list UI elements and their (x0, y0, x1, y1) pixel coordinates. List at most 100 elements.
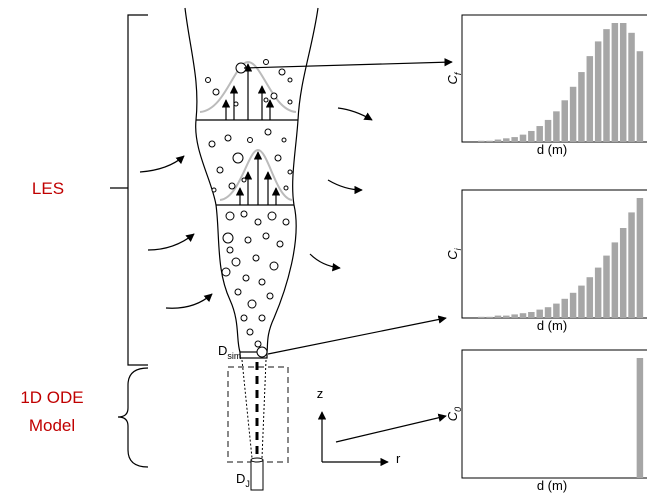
bubble (277, 241, 283, 247)
y-axis-label: 0 (453, 407, 463, 412)
bubble (283, 219, 289, 225)
ode-brace (118, 368, 148, 467)
bubble (213, 89, 219, 95)
bubble (206, 78, 211, 83)
z-label: z (317, 386, 324, 401)
bar (486, 141, 493, 142)
bubble (212, 188, 216, 192)
bar (570, 87, 577, 142)
y-axis-label: Ci (445, 247, 463, 259)
bubble (247, 329, 253, 335)
bubble (245, 237, 251, 243)
bubble (234, 102, 238, 106)
d-sim-label: sim (227, 351, 241, 361)
bubble (233, 153, 243, 163)
bar (520, 135, 527, 142)
bar (503, 316, 510, 318)
bar (595, 41, 602, 142)
bubble (243, 275, 249, 281)
bubble (271, 93, 277, 99)
bar (620, 23, 627, 142)
ode-label: Model (29, 416, 75, 435)
x-axis-label: d (m) (537, 142, 567, 157)
d-j-label: D (236, 471, 245, 486)
nozzle (251, 460, 263, 490)
bar (595, 268, 602, 318)
bubble (222, 268, 230, 276)
bubble (209, 141, 215, 147)
bubble (268, 212, 276, 220)
ode-label: 1D ODE (20, 388, 83, 407)
bar (511, 137, 518, 142)
bar (587, 277, 594, 318)
bubble (248, 300, 256, 308)
bubble (241, 315, 247, 321)
les-bracket (110, 15, 148, 365)
bar (495, 140, 502, 142)
bar (545, 307, 552, 318)
bar (603, 256, 610, 318)
d-sim-label: D (218, 343, 227, 358)
bubble (264, 60, 269, 65)
bubble (288, 100, 292, 104)
chart-frame (462, 350, 647, 478)
chart-frame (462, 190, 647, 318)
bubble (282, 138, 286, 142)
bar (603, 29, 610, 142)
bubble (270, 262, 278, 270)
bar (536, 310, 543, 318)
d-j-label: J (245, 479, 250, 489)
bubble (288, 78, 292, 82)
bubble (255, 219, 261, 225)
bubble (253, 255, 259, 261)
bar (628, 33, 635, 142)
bar (620, 228, 627, 318)
bar (553, 111, 560, 142)
bar (637, 198, 644, 318)
bar (612, 242, 619, 318)
figure: LES 1D ODE Model Dsim DJ z r Cfd (m)Cid … (0, 0, 647, 495)
bubble (259, 315, 265, 321)
bubble (235, 289, 241, 295)
pointer-arrows (244, 62, 452, 442)
bubble (288, 170, 292, 174)
bubble (223, 233, 233, 243)
bubble (264, 98, 268, 102)
bar (528, 131, 535, 142)
d-j-label: DJ (236, 471, 250, 489)
bar (478, 317, 485, 318)
x-axis-label: d (m) (537, 318, 567, 333)
bubble (241, 211, 247, 217)
bar (578, 286, 585, 318)
bubble (267, 293, 273, 299)
bubble (225, 135, 231, 141)
ode-cone (242, 360, 266, 458)
bar (562, 100, 569, 142)
bar (587, 56, 594, 142)
bubble (265, 129, 271, 135)
bubble (217, 167, 223, 173)
nozzle (251, 458, 263, 462)
bubble (229, 183, 235, 189)
bar (511, 314, 518, 318)
bar (570, 293, 577, 318)
d-sim-label: Dsim (218, 343, 241, 361)
bubble (255, 341, 261, 347)
y-axis-label: Cf (445, 71, 463, 84)
bar (478, 141, 485, 142)
bar (562, 299, 569, 318)
bubbles (206, 60, 293, 358)
bar (553, 304, 560, 318)
bar (628, 212, 635, 318)
bubble (257, 347, 267, 357)
y-axis-label: C0 (445, 407, 463, 421)
bubble (248, 138, 253, 143)
bar (637, 51, 644, 142)
bar (578, 72, 585, 142)
bar (503, 138, 510, 142)
bubble (226, 212, 234, 220)
bar (545, 120, 552, 142)
bubble (259, 279, 265, 285)
bubble (284, 186, 288, 190)
bar (536, 126, 543, 142)
